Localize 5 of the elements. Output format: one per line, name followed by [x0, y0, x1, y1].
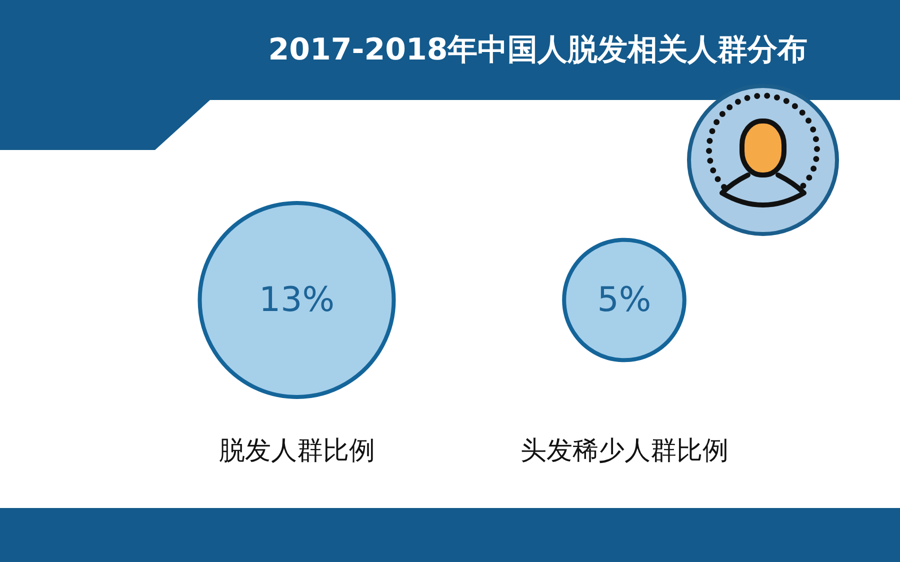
- data-label: 5%: [597, 280, 652, 320]
- data-label: 13%: [258, 280, 335, 320]
- category-label: 脱发人群比例: [218, 436, 375, 466]
- category-label: 头发稀少人群比例: [520, 436, 728, 466]
- text: 2017-2018年中国人脱发相关人群分布: [268, 32, 808, 68]
